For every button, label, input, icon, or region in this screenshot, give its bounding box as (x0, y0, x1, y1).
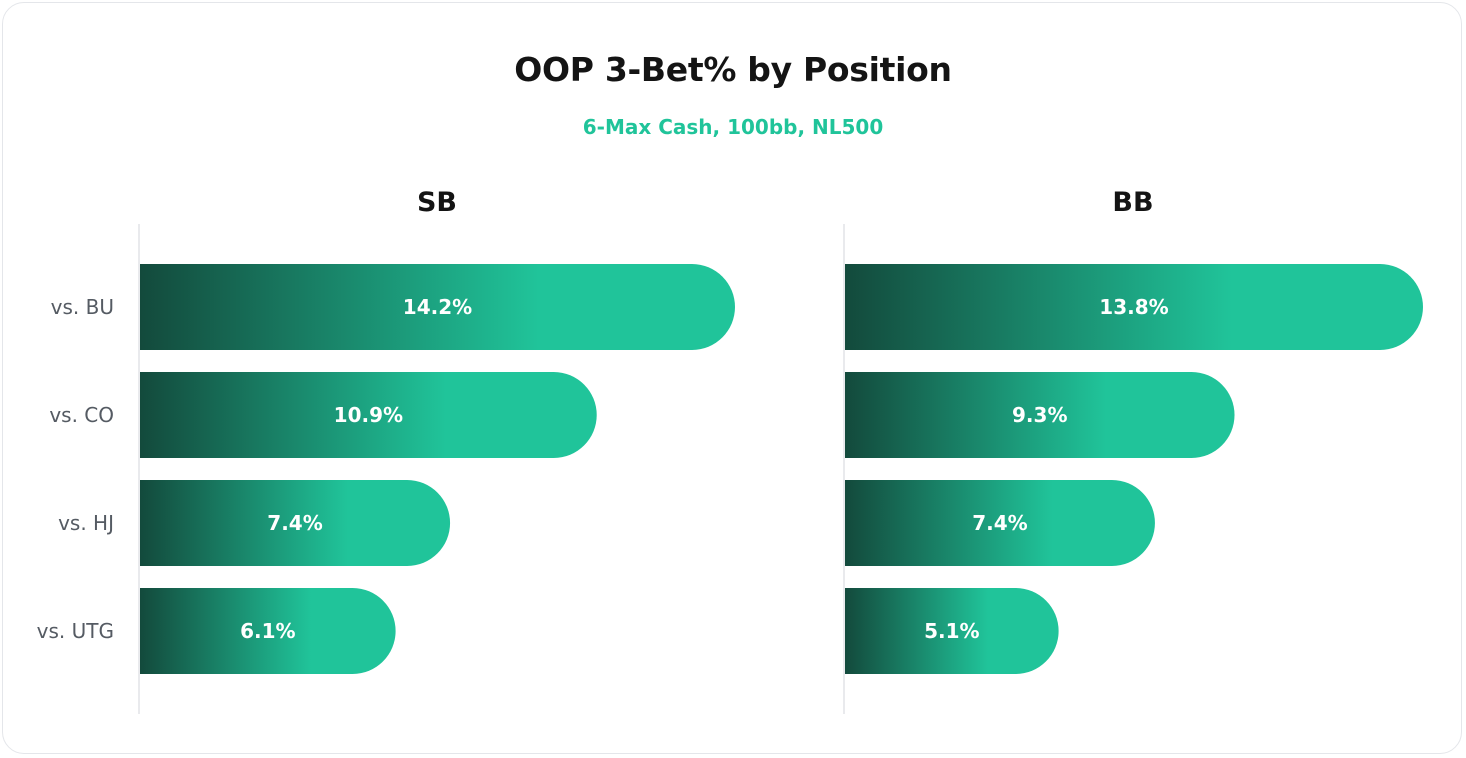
value-label-bb-3: 5.1% (924, 619, 979, 643)
category-label-1: vs. CO (49, 403, 114, 427)
bar-sb-1 (140, 372, 597, 458)
bar-bb-0 (845, 264, 1423, 350)
chart-title: OOP 3-Bet% by Position (514, 50, 952, 89)
bar-sb-3 (140, 588, 396, 674)
category-label-2: vs. HJ (58, 511, 114, 535)
value-label-sb-2: 7.4% (267, 511, 322, 535)
panel-sb: SB 14.2% vs. BU 10.9% vs. CO 7.4% vs. HJ 6.1% vs… (37, 187, 735, 714)
bar-bb-3 (845, 588, 1059, 674)
value-label-sb-0: 14.2% (403, 295, 472, 319)
value-label-bb-2: 7.4% (972, 511, 1027, 535)
chart-subtitle: 6-Max Cash, 100bb, NL500 (582, 115, 884, 139)
bar-bb-2 (845, 480, 1155, 566)
panel-bb: BB 13.8% 9.3% 7.4% 5.1% (843, 187, 1423, 714)
value-label-bb-1: 9.3% (1012, 403, 1067, 427)
bar-sb-0 (140, 264, 735, 350)
value-label-sb-1: 10.9% (334, 403, 403, 427)
value-label-bb-0: 13.8% (1099, 295, 1168, 319)
panel-title-sb: SB (417, 187, 457, 218)
value-label-sb-3: 6.1% (240, 619, 295, 643)
panel-title-bb: BB (1112, 187, 1153, 218)
bar-bb-1 (845, 372, 1235, 458)
category-label-3: vs. UTG (37, 619, 114, 643)
category-label-0: vs. BU (51, 295, 114, 319)
bar-sb-2 (140, 480, 451, 566)
